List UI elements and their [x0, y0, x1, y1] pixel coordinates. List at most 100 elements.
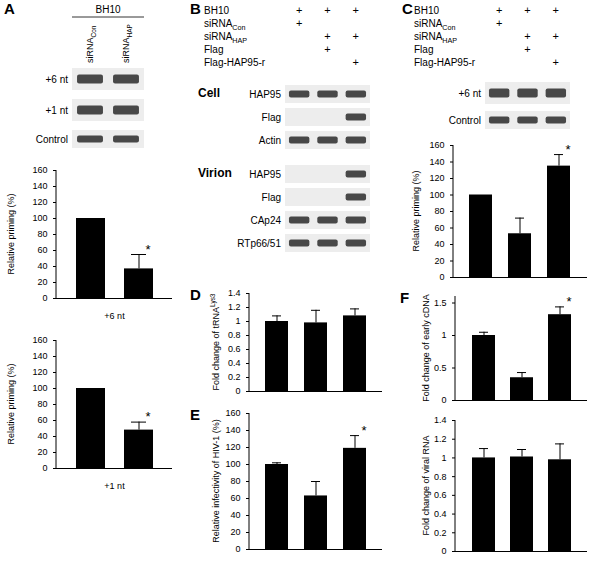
svg-text:0: 0: [235, 386, 240, 396]
svg-text:*: *: [566, 294, 571, 309]
svg-text:0.8: 0.8: [434, 472, 447, 482]
svg-text:0.5: 0.5: [434, 363, 447, 373]
svg-text:*: *: [145, 242, 150, 257]
svg-text:+: +: [324, 30, 330, 42]
svg-text:Flag: Flag: [204, 44, 223, 55]
svg-text:60: 60: [37, 245, 47, 255]
svg-text:20: 20: [37, 447, 47, 457]
svg-text:HAP95: HAP95: [249, 89, 281, 100]
svg-text:BH10: BH10: [414, 5, 439, 16]
svg-text:+6 nt: +6 nt: [104, 311, 125, 321]
svg-text:160: 160: [225, 408, 240, 418]
svg-text:+: +: [524, 43, 530, 55]
svg-text:siRNACon: siRNACon: [204, 18, 246, 32]
svg-text:120: 120: [225, 442, 240, 452]
svg-text:HAP95: HAP95: [249, 169, 281, 180]
svg-text:20: 20: [230, 527, 240, 537]
svg-text:BH10: BH10: [95, 4, 120, 15]
svg-text:+: +: [553, 30, 559, 42]
svg-text:40: 40: [230, 510, 240, 520]
svg-text:Fold change of viral RNA: Fold change of viral RNA: [421, 435, 431, 535]
svg-text:+6 nt: +6 nt: [458, 88, 481, 99]
svg-text:60: 60: [230, 493, 240, 503]
svg-text:Relative priming (%): Relative priming (%): [411, 170, 421, 251]
svg-text:Actin: Actin: [259, 135, 281, 146]
svg-text:Control: Control: [36, 134, 68, 145]
svg-text:0.8: 0.8: [228, 330, 241, 340]
svg-text:0: 0: [441, 546, 446, 556]
svg-text:Flag: Flag: [262, 192, 281, 203]
svg-text:+: +: [524, 30, 530, 42]
svg-text:Flag: Flag: [414, 44, 433, 55]
svg-text:A: A: [4, 0, 15, 17]
svg-text:Virion: Virion: [198, 166, 232, 180]
svg-text:0: 0: [42, 293, 47, 303]
svg-text:*: *: [565, 142, 570, 157]
svg-text:80: 80: [230, 476, 240, 486]
svg-text:+1 nt: +1 nt: [104, 481, 125, 491]
svg-text:100: 100: [32, 213, 47, 223]
svg-text:0.2: 0.2: [228, 372, 241, 382]
svg-text:140: 140: [32, 351, 47, 361]
svg-text:Flag: Flag: [262, 112, 281, 123]
svg-text:0.6: 0.6: [228, 344, 241, 354]
svg-text:+: +: [353, 4, 359, 16]
svg-text:*: *: [361, 423, 366, 438]
svg-text:60: 60: [434, 223, 444, 233]
svg-text:+: +: [553, 4, 559, 16]
svg-text:0: 0: [439, 272, 444, 282]
svg-text:BH10: BH10: [204, 5, 229, 16]
svg-text:siRNAHAP: siRNAHAP: [121, 24, 133, 63]
svg-text:120: 120: [32, 367, 47, 377]
svg-text:0.4: 0.4: [434, 509, 447, 519]
svg-text:40: 40: [37, 261, 47, 271]
svg-text:140: 140: [225, 425, 240, 435]
svg-text:100: 100: [225, 459, 240, 469]
svg-text:+1 nt: +1 nt: [45, 105, 68, 116]
svg-text:0: 0: [441, 395, 446, 405]
svg-text:1: 1: [441, 453, 446, 463]
svg-text:160: 160: [429, 140, 444, 150]
svg-text:+: +: [496, 17, 502, 29]
svg-text:+: +: [296, 17, 302, 29]
svg-text:1: 1: [235, 316, 240, 326]
svg-text:Relative priming (%): Relative priming (%): [6, 193, 16, 274]
svg-text:60: 60: [37, 415, 47, 425]
svg-text:F: F: [400, 289, 409, 306]
svg-text:B: B: [190, 0, 201, 17]
svg-text:120: 120: [32, 197, 47, 207]
svg-text:+: +: [324, 43, 330, 55]
svg-text:siRNACon: siRNACon: [414, 18, 456, 32]
svg-text:siRNAHAP: siRNAHAP: [414, 31, 457, 45]
svg-text:1: 1: [441, 330, 446, 340]
svg-text:Relative infectivity of HIV-1: Relative infectivity of HIV-1 (%): [211, 419, 221, 543]
svg-text:0.4: 0.4: [228, 358, 241, 368]
svg-text:160: 160: [32, 165, 47, 175]
svg-text:1.2: 1.2: [434, 434, 447, 444]
svg-text:0: 0: [42, 463, 47, 473]
svg-text:siRNACon: siRNACon: [85, 25, 97, 63]
svg-text:siRNAHAP: siRNAHAP: [204, 31, 247, 45]
svg-text:1.4: 1.4: [228, 288, 241, 298]
svg-text:140: 140: [429, 157, 444, 167]
svg-text:Cell: Cell: [198, 86, 220, 100]
svg-text:80: 80: [37, 229, 47, 239]
svg-text:+: +: [524, 4, 530, 16]
svg-text:20: 20: [434, 256, 444, 266]
svg-text:40: 40: [434, 239, 444, 249]
svg-text:+: +: [553, 56, 559, 68]
svg-text:*: *: [145, 409, 150, 424]
svg-text:120: 120: [429, 173, 444, 183]
svg-text:D: D: [190, 286, 201, 303]
svg-text:100: 100: [429, 190, 444, 200]
svg-text:+: +: [296, 4, 302, 16]
svg-text:1.2: 1.2: [228, 302, 241, 312]
svg-text:Relative priming (%): Relative priming (%): [6, 363, 16, 444]
svg-text:Flag-HAP95-r: Flag-HAP95-r: [414, 57, 476, 68]
svg-text:CAp24: CAp24: [250, 215, 281, 226]
svg-text:160: 160: [32, 335, 47, 345]
svg-text:0.6: 0.6: [434, 490, 447, 500]
svg-text:+: +: [324, 4, 330, 16]
svg-text:80: 80: [37, 399, 47, 409]
svg-text:+: +: [496, 4, 502, 16]
